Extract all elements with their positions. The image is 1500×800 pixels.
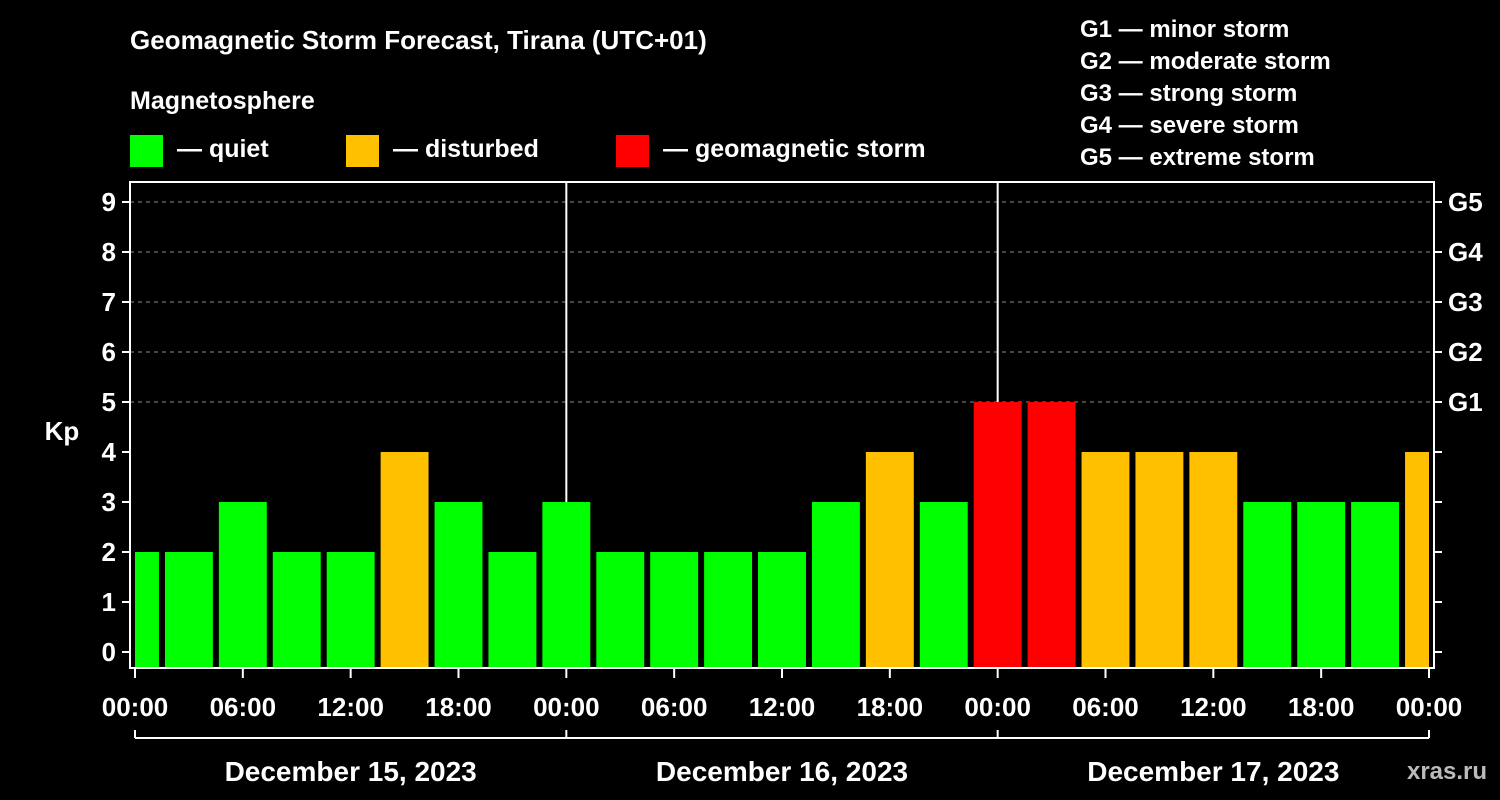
kp-bar: [973, 402, 1022, 668]
y-tick-label: 9: [102, 187, 116, 217]
legend-title: Magnetosphere: [130, 87, 315, 115]
kp-bar: [218, 502, 267, 668]
storm-level-label: G5: [1448, 187, 1483, 217]
axis-layer: 0 1 2 3 4 5 6 7 8 9 G1 G2 G3 G4 G5 00:00 06:00 12:00 18:00…: [102, 181, 1483, 787]
kp-bar: [865, 452, 914, 668]
y-tick-label: 1: [102, 587, 116, 617]
x-tick-label: 06:00: [1072, 692, 1139, 722]
watermark: xras.ru: [1407, 758, 1487, 785]
x-tick-label: 00:00: [964, 692, 1031, 722]
storm-level-label: G2: [1448, 337, 1483, 367]
bars-layer: [135, 402, 1429, 668]
kp-bar: [164, 552, 213, 668]
y-tick-label: 6: [102, 337, 116, 367]
kp-bar: [704, 552, 753, 668]
legend-swatch-quiet: [130, 135, 163, 167]
kp-bar: [811, 502, 860, 668]
x-tick-label: 18:00: [425, 692, 492, 722]
legend-swatch-storm: [616, 135, 649, 167]
kp-bar: [1351, 502, 1400, 668]
x-tick-label: 18:00: [1288, 692, 1355, 722]
storm-scale-g2: G2 — moderate storm: [1080, 48, 1331, 75]
kp-bar: [135, 552, 159, 668]
y-tick-label: 5: [102, 387, 116, 417]
legend-swatch-disturbed: [346, 135, 379, 167]
legend-label-disturbed: — disturbed: [393, 135, 539, 163]
kp-bar: [650, 552, 699, 668]
kp-bar: [1405, 452, 1429, 668]
storm-scale-g1: G1 — minor storm: [1080, 16, 1289, 43]
chart-title: Geomagnetic Storm Forecast, Tirana (UTC+…: [130, 25, 707, 55]
kp-bar: [380, 452, 429, 668]
storm-level-label: G1: [1448, 387, 1483, 417]
x-tick-label: 06:00: [210, 692, 277, 722]
day-label: December 16, 2023: [656, 756, 908, 787]
y-tick-label: 8: [102, 237, 116, 267]
x-tick-label: 00:00: [1396, 692, 1463, 722]
x-tick-label: 12:00: [1180, 692, 1247, 722]
kp-bar: [542, 502, 591, 668]
storm-scale-g4: G4 — severe storm: [1080, 112, 1299, 139]
kp-bar: [272, 552, 321, 668]
y-tick-label: 7: [102, 287, 116, 317]
x-tick-label: 12:00: [749, 692, 816, 722]
kp-bar: [1027, 402, 1076, 668]
x-tick-label: 00:00: [533, 692, 600, 722]
x-tick-label: 18:00: [857, 692, 924, 722]
legend-label-quiet: — quiet: [177, 135, 269, 163]
kp-bar: [596, 552, 645, 668]
kp-bar: [1243, 502, 1292, 668]
kp-bar: [758, 552, 806, 668]
kp-bar: [1135, 452, 1184, 668]
x-tick-label: 12:00: [317, 692, 384, 722]
storm-scale-g3: G3 — strong storm: [1080, 80, 1297, 107]
kp-bar: [919, 502, 968, 668]
x-tick-label: 00:00: [102, 692, 169, 722]
kp-bar: [488, 552, 537, 668]
x-tick-label: 06:00: [641, 692, 708, 722]
y-tick-label: 2: [102, 537, 116, 567]
y-tick-label: 4: [102, 437, 117, 467]
storm-level-label: G4: [1448, 237, 1483, 267]
day-label: December 15, 2023: [225, 756, 477, 787]
y-tick-label: 0: [102, 637, 116, 667]
kp-bar: [1081, 452, 1130, 668]
storm-scale-g5: G5 — extreme storm: [1080, 144, 1315, 171]
kp-bar: [434, 502, 483, 668]
kp-bar: [1189, 452, 1238, 668]
kp-bar: [326, 552, 375, 668]
y-axis-label: Kp: [45, 416, 80, 446]
legend-label-storm: — geomagnetic storm: [663, 135, 926, 163]
storm-level-label: G3: [1448, 287, 1483, 317]
day-label: December 17, 2023: [1087, 756, 1339, 787]
y-tick-label: 3: [102, 487, 116, 517]
kp-bar: [1297, 502, 1346, 668]
